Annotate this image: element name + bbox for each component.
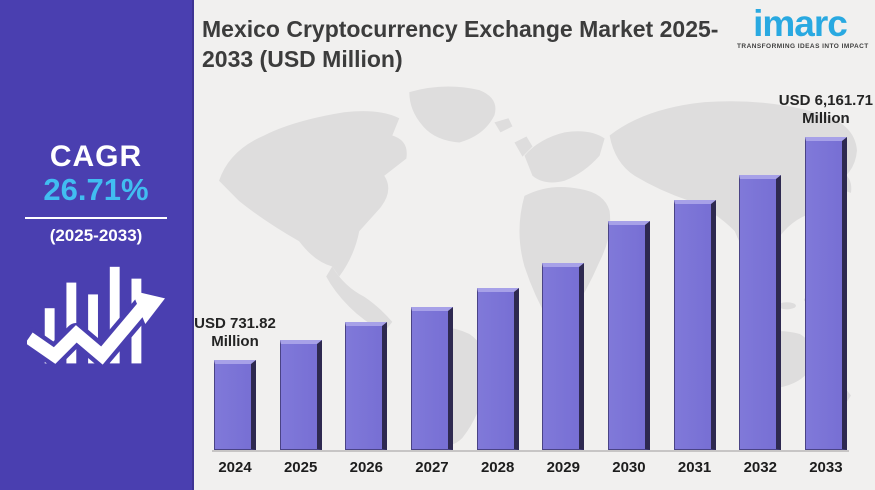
bar-column-2033: USD 6,161.71 Million bbox=[779, 92, 873, 450]
divider-line bbox=[25, 216, 167, 219]
year-label-2030: 2030 bbox=[612, 459, 646, 476]
bar-column-2030 bbox=[606, 221, 652, 450]
imarc-logo-tagline: TRANSFORMING IDEAS INTO IMPACT bbox=[737, 43, 869, 51]
cagr-period: (2025-2033) bbox=[49, 225, 143, 245]
cagr-label: CAGR bbox=[49, 140, 143, 173]
value-label-2024: USD 731.82 Million bbox=[194, 314, 276, 351]
bar-column-2024: USD 731.82 Million bbox=[194, 315, 276, 450]
bars-row: USD 731.82 Million USD 6,161.71 Million bbox=[194, 92, 873, 452]
imarc-logo-text: imarc bbox=[753, 3, 848, 44]
bar-chart: USD 731.82 Million USD 6,161.71 Million 202… bbox=[194, 92, 873, 477]
bar-column-2029 bbox=[540, 263, 586, 450]
year-label-2026: 2026 bbox=[349, 459, 383, 476]
world-map-background bbox=[219, 86, 857, 445]
year-label-2031: 2031 bbox=[677, 459, 712, 476]
bar-column-2026 bbox=[343, 322, 389, 450]
chart-panel: Mexico Cryptocurrency Exchange Market 20… bbox=[194, 0, 875, 490]
bar-2030 bbox=[607, 221, 650, 450]
year-label-2032: 2032 bbox=[743, 459, 777, 476]
page-title: Mexico Cryptocurrency Exchange Market 20… bbox=[202, 16, 719, 73]
bar-column-2031 bbox=[672, 200, 718, 450]
year-label-2027: 2027 bbox=[415, 459, 449, 476]
bar-2029 bbox=[542, 263, 585, 450]
bar-2028 bbox=[476, 288, 519, 450]
cagr-value: 26.71% bbox=[43, 172, 149, 207]
cagr-sidebar: CAGR 26.71% (2025-2033) bbox=[0, 0, 194, 490]
year-label-2024: 2024 bbox=[218, 459, 252, 476]
imarc-logo: imarc TRANSFORMING IDEAS INTO IMPACT bbox=[737, 3, 869, 51]
bar-2031 bbox=[673, 200, 716, 450]
bar-2033 bbox=[804, 137, 847, 450]
bar-column-2025 bbox=[278, 340, 324, 450]
bar-2025 bbox=[279, 340, 322, 450]
bar-column-2028 bbox=[475, 288, 521, 450]
year-label-2029: 2029 bbox=[546, 459, 580, 476]
bar-column-2032 bbox=[737, 175, 783, 450]
bar-2024 bbox=[214, 360, 256, 450]
year-label-2025: 2025 bbox=[283, 459, 318, 476]
growth-chart-arrow-icon bbox=[27, 266, 165, 367]
year-label-2033: 2033 bbox=[809, 459, 843, 476]
years-row: 2024 2025 2026 2027 2028 2029 2030 2031 2032 2033 bbox=[212, 459, 849, 476]
bar-2032 bbox=[739, 175, 782, 450]
year-label-2028: 2028 bbox=[480, 459, 515, 476]
bar-2027 bbox=[410, 307, 453, 450]
bar-column-2027 bbox=[409, 307, 455, 450]
value-label-2033: USD 6,161.71 Million bbox=[778, 91, 874, 128]
bar-2026 bbox=[345, 322, 388, 450]
